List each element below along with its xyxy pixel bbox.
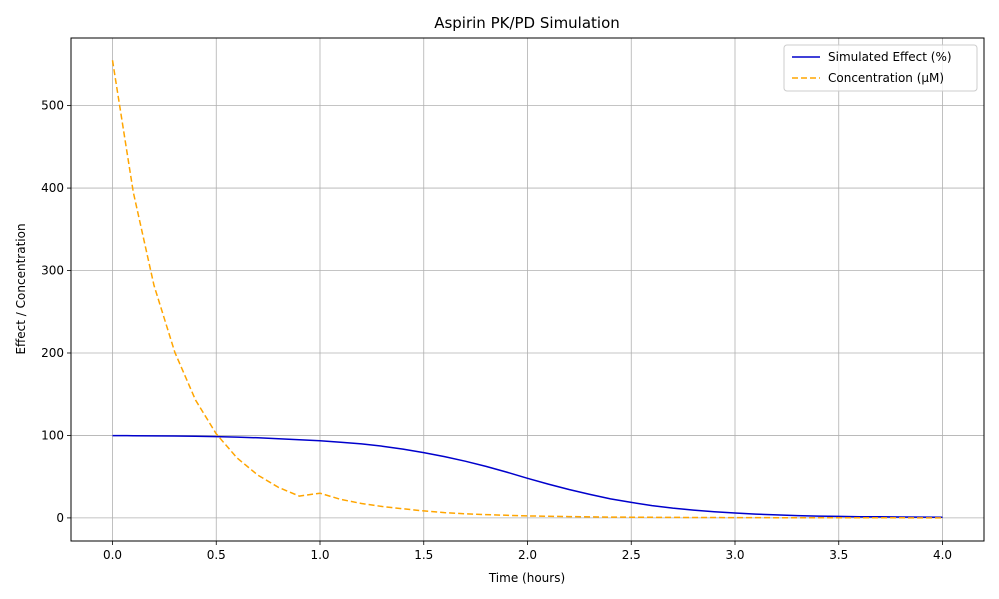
x-tick-label: 3.5 (829, 548, 848, 562)
legend-label: Concentration (μM) (828, 71, 944, 85)
x-tick-label: 0.5 (207, 548, 226, 562)
chart-title: Aspirin PK/PD Simulation (434, 14, 620, 32)
x-tick-label: 0.0 (103, 548, 122, 562)
legend-label: Simulated Effect (%) (828, 50, 952, 64)
x-tick-label: 2.5 (622, 548, 641, 562)
legend-box (783, 44, 978, 92)
series-line-concentration (111, 60, 943, 519)
y-tick-label: 200 (41, 346, 64, 360)
y-axis-label: Effect / Concentration (14, 223, 28, 354)
y-tick-label: 500 (41, 99, 64, 113)
x-tick-label: 1.0 (310, 548, 329, 562)
y-tick-label: 100 (41, 428, 64, 442)
x-tick-label: 3.0 (725, 548, 744, 562)
x-tick-label: 1.5 (414, 548, 433, 562)
x-axis-ticks: 0.0 0.5 1.0 1.5 2.0 2.5 3.0 3.5 4.0 (103, 541, 952, 562)
x-tick-label: 4.0 (933, 548, 952, 562)
y-tick-label: 0 (56, 511, 64, 525)
x-tick-label: 2.0 (518, 548, 537, 562)
series-layer (111, 60, 943, 519)
y-axis-ticks: 0 100 200 300 400 500 (41, 99, 71, 525)
series-line-effect (112, 434, 943, 518)
y-tick-label: 400 (41, 181, 64, 195)
x-axis-label: Time (hours) (488, 571, 565, 585)
legend: Simulated Effect (%) Concentration (μM) (783, 44, 978, 92)
y-tick-label: 300 (41, 264, 64, 278)
